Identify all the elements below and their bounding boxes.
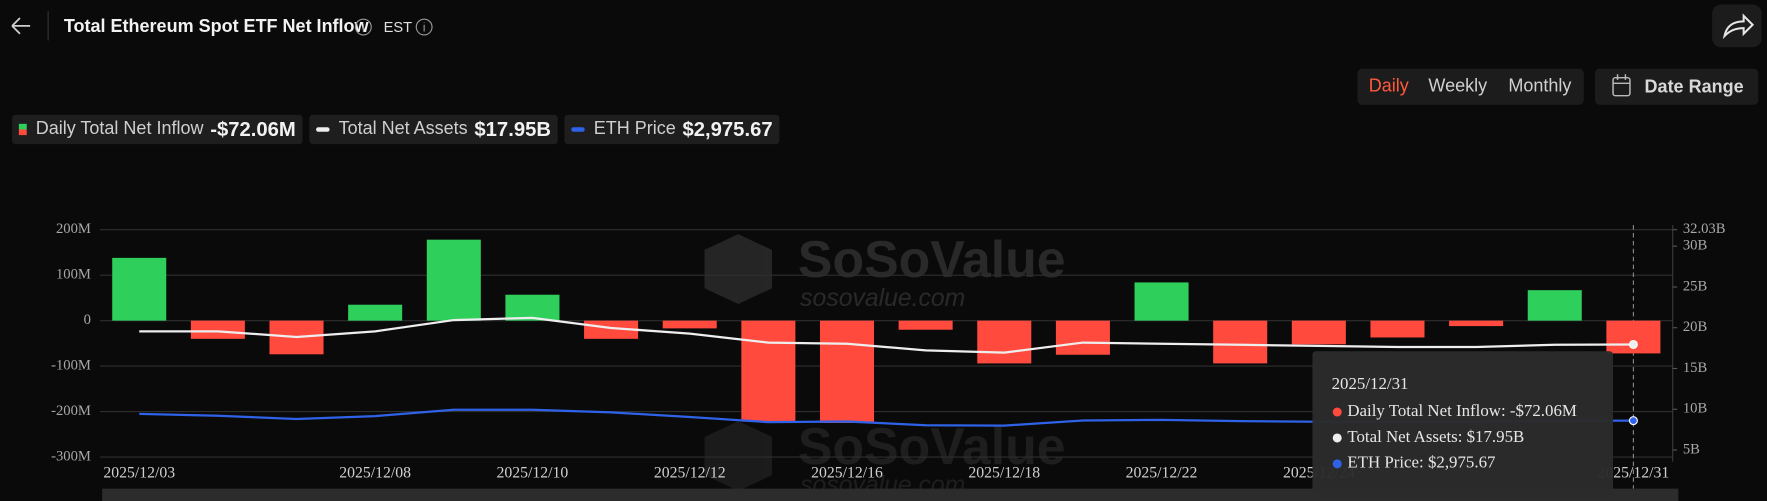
legend-label: Total Net Assets <box>339 118 468 138</box>
bar <box>1291 320 1346 345</box>
x-tick-label: 2025/12/22 <box>1126 465 1198 482</box>
bar <box>112 257 167 321</box>
point-marker <box>1628 416 1638 426</box>
x-tick-label: 2025/12/18 <box>968 465 1040 482</box>
info-icon[interactable] <box>415 18 433 36</box>
period-option[interactable]: Monthly <box>1508 75 1571 95</box>
y-tick-label: -100M <box>51 357 91 373</box>
date-range-label[interactable]: Date Range <box>1645 77 1744 97</box>
point-marker <box>1628 339 1638 349</box>
period-option[interactable]: Daily <box>1369 75 1409 95</box>
period-switch <box>1357 68 1584 105</box>
page-title: Total Ethereum Spot ETF Net Inflow <box>64 16 370 36</box>
bar <box>977 320 1032 364</box>
bar <box>819 320 875 423</box>
watermark-brand: SoSoValue <box>798 230 1066 288</box>
bar <box>1370 320 1425 338</box>
watermark-brand: SoSoValue <box>798 417 1066 475</box>
range-slider[interactable] <box>102 488 1679 501</box>
legend-swatch <box>316 127 330 132</box>
tooltip-dot <box>1332 433 1342 443</box>
y2-tick-label: 25B <box>1683 278 1708 294</box>
y2-tick-label: 32.03B <box>1683 221 1726 237</box>
x-tick-label: 2025/12/12 <box>654 465 726 482</box>
bar <box>1527 290 1582 321</box>
legend-value: $17.95B <box>474 119 551 141</box>
watermark-logo <box>704 234 773 304</box>
y-tick-label: -300M <box>51 448 91 464</box>
bar <box>662 320 717 329</box>
legend-item: Total Net Assets $17.95B <box>309 114 558 145</box>
date-range-button[interactable]: Date Range <box>1595 68 1759 105</box>
tooltip-box <box>1312 351 1614 498</box>
tooltip-dot <box>1332 459 1342 469</box>
y2-tick-label: 15B <box>1683 360 1708 376</box>
x-tick-label: 2025/12/16 <box>811 465 883 482</box>
x-tick-label: 2025/12/31 <box>1598 465 1670 482</box>
info-icon[interactable] <box>354 18 372 36</box>
bar <box>1449 320 1504 327</box>
legend-swatch <box>571 127 585 132</box>
share-button[interactable] <box>1712 4 1762 48</box>
tooltip-dot <box>1332 407 1342 417</box>
tooltip-row: Daily Total Net Inflow: -$72.06M <box>1347 401 1577 420</box>
bar <box>741 320 796 422</box>
timezone: EST <box>384 20 413 36</box>
bar <box>898 320 953 330</box>
bar <box>1055 320 1110 355</box>
line <box>139 316 1634 354</box>
bar <box>426 239 481 321</box>
bar <box>1134 282 1189 321</box>
bar <box>348 304 403 321</box>
legend-swatch <box>18 129 27 136</box>
watermark-url: sosovalue.com <box>800 285 965 312</box>
legend-value: -$72.06M <box>210 119 296 141</box>
tooltip-date: 2025/12/31 <box>1332 374 1409 393</box>
y2-tick-label: 10B <box>1683 401 1708 417</box>
legend-chip <box>564 114 780 145</box>
bar <box>505 294 560 321</box>
y-tick-label: 200M <box>56 221 91 237</box>
x-tick-label: 2025/12/10 <box>497 465 569 482</box>
legend-label: ETH Price <box>594 118 676 138</box>
back-button[interactable] <box>11 17 31 35</box>
legend-label: Daily Total Net Inflow <box>36 118 205 138</box>
y-tick-label: 0 <box>84 312 91 328</box>
legend-chip <box>12 114 303 145</box>
y2-tick-label: 30B <box>1683 238 1708 254</box>
x-tick-label: 2025/12/08 <box>339 465 411 482</box>
y-tick-label: 100M <box>56 267 91 283</box>
bar <box>190 320 245 339</box>
y-tick-label: -200M <box>51 403 91 419</box>
x-tick-label: 2025/12/03 <box>103 465 175 482</box>
legend-swatch <box>18 123 27 130</box>
legend-chip <box>309 114 558 145</box>
tooltip-row: ETH Price: $2,975.67 <box>1347 453 1495 472</box>
period-option[interactable]: Weekly <box>1428 75 1487 95</box>
y2-tick-label: 5B <box>1683 441 1700 457</box>
tooltip-row: Total Net Assets: $17.95B <box>1347 427 1524 446</box>
bar <box>1213 320 1268 364</box>
legend-value: $2,975.67 <box>683 119 773 141</box>
legend-item: ETH Price $2,975.67 <box>564 114 780 145</box>
y2-tick-label: 20B <box>1683 319 1708 335</box>
watermark-logo <box>704 421 773 491</box>
legend-item: Daily Total Net Inflow -$72.06M <box>12 114 303 145</box>
